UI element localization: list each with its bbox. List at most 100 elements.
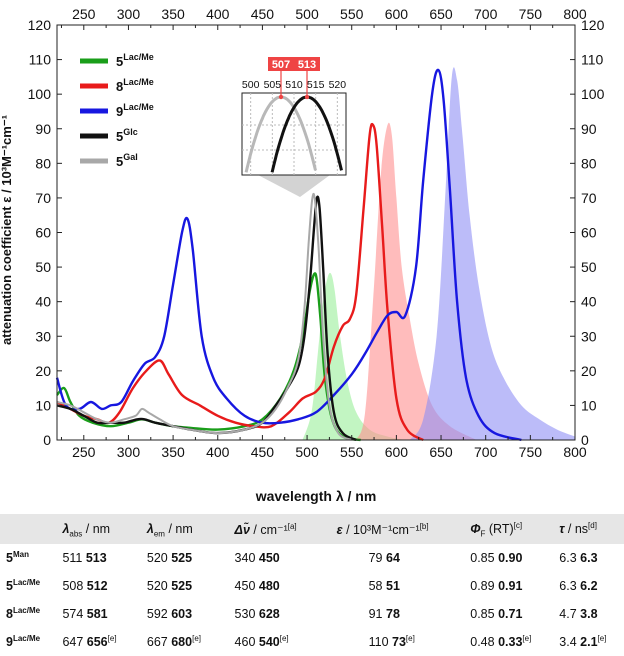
- inset-peak-dot: [278, 94, 284, 100]
- y-tick-label-left: 60: [35, 225, 51, 241]
- y-tick-label-right: 50: [581, 259, 597, 275]
- series-8lac-me: [56, 122, 424, 442]
- x-tick-label-top: 500: [295, 6, 319, 22]
- y-tick-label-left: 90: [35, 121, 51, 137]
- table-row: 8Lac/Me 574 581 592 603 530 628 91 78 0.85 0.…: [0, 600, 624, 628]
- legend-label: 5Lac/Me: [116, 52, 154, 69]
- y-tick-label-right: 20: [581, 363, 597, 379]
- y-tick-label-left: 20: [35, 363, 51, 379]
- y-tick-label-right: 110: [581, 52, 604, 68]
- x-tick-label-top: 650: [429, 6, 453, 22]
- table-header-cell: τ / ns[d]: [559, 520, 597, 536]
- x-tick-label-top: 600: [385, 6, 409, 22]
- inset-peak-labels: 507 513: [268, 57, 320, 100]
- x-tick-label-bottom: 700: [474, 444, 498, 460]
- inset-tick-label: 515: [307, 79, 325, 91]
- x-tick-label-bottom: 350: [161, 444, 185, 460]
- x-tick-label-top: 400: [206, 6, 230, 22]
- value-cell: 574 581: [62, 607, 108, 621]
- y-tick-label-left: 0: [43, 432, 51, 448]
- x-tick-label-top: 350: [161, 6, 185, 22]
- y-tick-label-right: 60: [581, 225, 597, 241]
- photophysics-table-region: λabs / nm λem / nm Δν̃ / cm⁻¹[a] ε / 10³M⁻¹…: [0, 514, 624, 649]
- y-tick-label-right: 90: [581, 121, 597, 137]
- table-row: 5Man 511 513 520 525 340 450 79 64 0.85 0.90 6…: [0, 544, 624, 572]
- inset-zoom: 507 513 500 505 510 515 520: [241, 57, 347, 197]
- y-tick-label-left: 80: [35, 155, 51, 171]
- value-cell: 667 680[e]: [146, 633, 201, 649]
- x-tick-label-bottom: 800: [563, 444, 587, 460]
- table-row: 9Lac/Me 647 656[e] 667 680[e] 460 540[e] 110…: [0, 628, 624, 656]
- value-cell: 91 78: [368, 607, 400, 621]
- x-tick-label-bottom: 650: [429, 444, 453, 460]
- y-tick-label-left: 40: [35, 294, 51, 310]
- value-cell: 3.4 2.1[e]: [559, 633, 607, 649]
- y-tick-label-right: 30: [581, 328, 597, 344]
- spectra-figure: 2502503003003503504004004504505005005505…: [0, 6, 605, 504]
- value-cell: 0.85 0.90: [470, 551, 523, 565]
- y-tick-label-right: 70: [581, 190, 597, 206]
- x-tick-label-bottom: 450: [251, 444, 275, 460]
- x-tick-label-bottom: 400: [206, 444, 230, 460]
- x-axis-label: wavelength λ / nm: [255, 488, 377, 504]
- x-tick-label-top: 550: [340, 6, 364, 22]
- value-cell: 647 656[e]: [62, 633, 117, 649]
- y-tick-label-right: 120: [581, 17, 605, 33]
- series-5gal: [56, 192, 353, 441]
- inset-peak-label: 507: [272, 59, 290, 71]
- y-tick-label-left: 30: [35, 328, 51, 344]
- value-cell: 460 540[e]: [234, 633, 289, 649]
- inset-tick-label: 520: [329, 79, 347, 91]
- legend-label: 9Lac/Me: [116, 102, 154, 119]
- x-tick-label-bottom: 550: [340, 444, 364, 460]
- inset-peak-dot: [304, 94, 310, 100]
- inset-tick-label: 500: [242, 79, 260, 91]
- axis-ticks: 2502503003003503504004004504505005005505…: [28, 6, 605, 460]
- table-header-row: λabs / nm λem / nm Δν̃ / cm⁻¹[a] ε / 10³M⁻¹…: [0, 514, 624, 544]
- value-cell: 6.3 6.2: [559, 579, 598, 593]
- y-tick-label-right: 40: [581, 294, 597, 310]
- legend: 5Lac/Me 8Lac/Me 9Lac/Me 5Glc 5Gal: [80, 52, 154, 169]
- x-tick-label-top: 800: [563, 6, 587, 22]
- table-header-cell: Δν̃ / cm⁻¹[a]: [234, 521, 297, 537]
- value-cell: 340 450: [234, 551, 280, 565]
- table-body: 5Man 511 513 520 525 340 450 79 64 0.85 0.90 6…: [0, 544, 624, 656]
- value-cell: 79 64: [368, 551, 400, 565]
- x-tick-label-bottom: 300: [117, 444, 141, 460]
- value-cell: 110 73[e]: [368, 633, 415, 649]
- inset-peak-badge: [294, 57, 320, 71]
- x-tick-label-top: 700: [474, 6, 498, 22]
- compound-cell: 5Man: [6, 549, 29, 565]
- y-axis-label-text: attenuation coefficient ε / 10³M⁻¹cm⁻¹: [0, 115, 14, 345]
- 9-emission-band: [409, 67, 575, 441]
- table-header-cell: λabs / nm: [62, 522, 111, 539]
- value-cell: 450 480: [234, 579, 280, 593]
- series-5glc: [56, 195, 357, 442]
- inset-tick-label: 510: [285, 79, 303, 91]
- table-header-cell: λem / nm: [146, 522, 193, 539]
- x-tick-label-top: 300: [117, 6, 141, 22]
- compound-cell: 5Lac/Me: [6, 577, 41, 593]
- value-cell: 592 603: [146, 607, 193, 621]
- y-tick-label-left: 10: [35, 397, 51, 413]
- value-cell: 6.3 6.3: [559, 551, 598, 565]
- compound-cell: 8Lac/Me: [6, 605, 41, 621]
- y-tick-label-left: 120: [28, 17, 52, 33]
- value-cell: 520 525: [146, 551, 193, 565]
- table-header-cell: ΦF (RT)[c]: [470, 520, 523, 539]
- value-cell: 0.85 0.71: [470, 607, 523, 621]
- inset-tick-labels: 500 505 510 515 520: [242, 79, 346, 91]
- y-axis-label: attenuation coefficient ε / 10³M⁻¹cm⁻¹: [0, 115, 14, 345]
- x-tick-label-bottom: 750: [519, 444, 543, 460]
- value-cell: 4.7 3.8: [559, 607, 598, 621]
- value-cell: 520 525: [146, 579, 193, 593]
- y-tick-label-left: 100: [28, 86, 52, 102]
- y-tick-label-right: 80: [581, 155, 597, 171]
- y-tick-label-left: 50: [35, 259, 51, 275]
- x-tick-label-top: 250: [72, 6, 96, 22]
- photophysics-table: λabs / nm λem / nm Δν̃ / cm⁻¹[a] ε / 10³M⁻¹…: [0, 514, 624, 656]
- y-tick-label-left: 110: [29, 52, 52, 68]
- x-tick-label-top: 750: [519, 6, 543, 22]
- legend-label: 5Glc: [116, 127, 138, 144]
- value-cell: 511 513: [62, 551, 107, 565]
